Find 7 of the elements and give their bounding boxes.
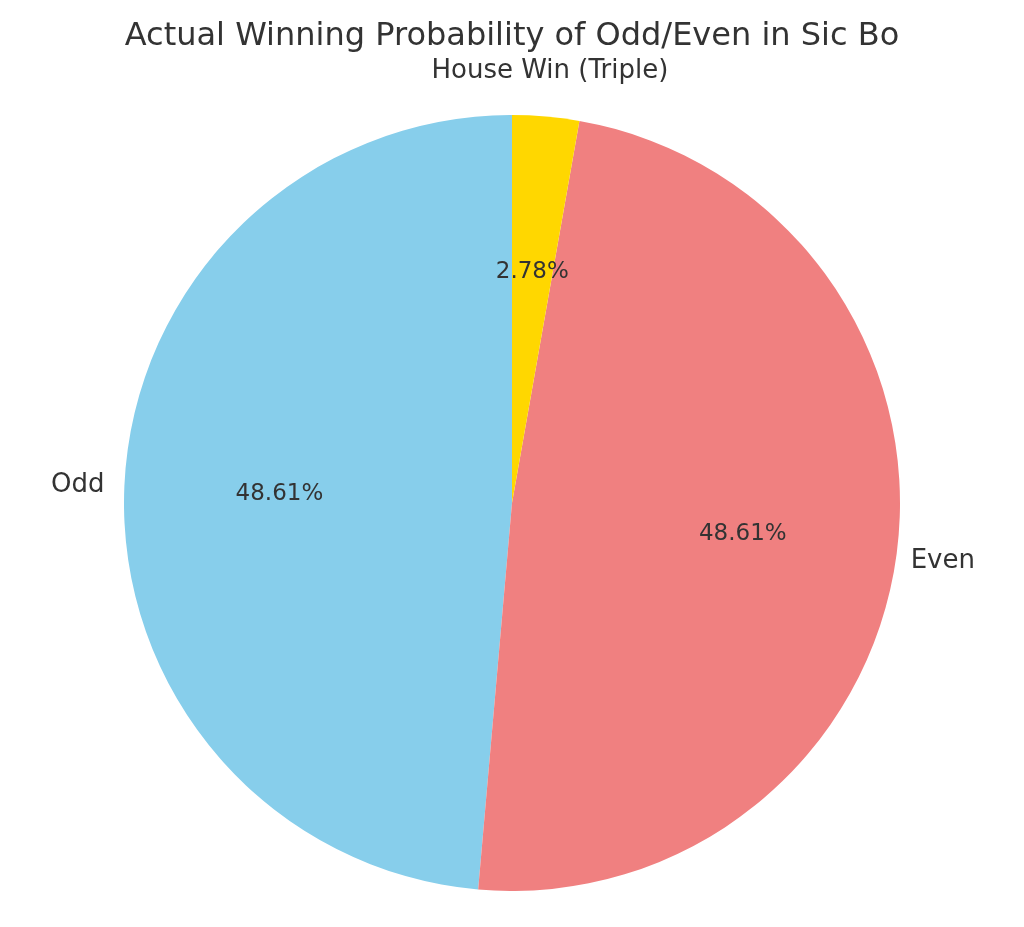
slice-label: Even (910, 543, 975, 574)
slice-label: House Win (Triple) (431, 54, 669, 85)
data-label: 48.61% (235, 478, 324, 505)
data-label: 48.61% (698, 519, 787, 546)
chart-title: Actual Winning Probability of Odd/Even in Sic Bo (124, 15, 900, 54)
pie-slice (478, 120, 900, 891)
slice-label: Odd (51, 468, 105, 499)
